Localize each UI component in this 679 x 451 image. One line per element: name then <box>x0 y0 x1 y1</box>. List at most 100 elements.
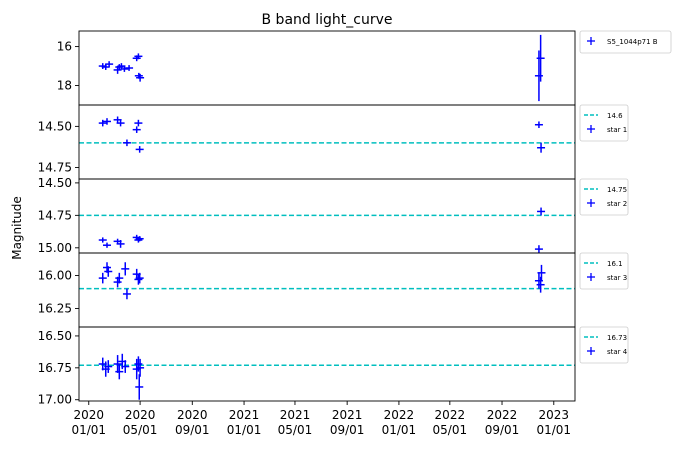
y-tick-label: 14.75 <box>38 208 72 222</box>
x-tick-label-line: 2020 <box>73 408 104 422</box>
panel-plot-area <box>79 207 575 253</box>
panel-1: 16 18 S5_1044p71 B <box>57 30 672 106</box>
legend-series-label: star 3 <box>607 274 627 282</box>
panel-3: 14.50 14.75 15.00 14.75 star 2 <box>38 176 629 255</box>
legend-ref-label: 14.6 <box>607 112 623 120</box>
x-tick-label: 2023 01/01 <box>536 408 571 437</box>
panel-frame <box>78 104 576 180</box>
data-point <box>134 274 143 285</box>
legend-panel-4: 16.1 star 3 <box>579 252 629 290</box>
panel-frame <box>78 252 576 328</box>
legend-frame <box>579 326 629 364</box>
data-point <box>105 61 114 68</box>
legend-ref-label: 14.75 <box>607 186 627 194</box>
x-tick-label: 2020 01/01 <box>71 408 106 437</box>
data-point <box>121 360 130 373</box>
y-tick-label: 15.00 <box>38 241 72 255</box>
data-point <box>125 65 134 71</box>
data-point <box>103 118 112 125</box>
y-axis-label: Magnitude <box>10 196 24 260</box>
x-tick-label-line: 09/01 <box>175 423 210 437</box>
x-tick-label: 2021 05/01 <box>278 408 313 437</box>
x-tick-label: 2021 01/01 <box>227 408 262 437</box>
y-tick-label: 16.50 <box>38 329 72 343</box>
data-point <box>98 272 107 284</box>
panel-4: 16.00 16.25 16.1 star 3 <box>38 252 629 328</box>
data-point <box>135 146 144 153</box>
x-tick-label: 2022 05/01 <box>433 408 468 437</box>
x-tick-label-line: 01/01 <box>227 423 262 437</box>
y-tick-label: 14.50 <box>38 119 72 133</box>
data-point <box>134 356 143 372</box>
legend-series-label: star 1 <box>607 126 627 134</box>
data-point <box>103 242 112 248</box>
data-point <box>135 272 144 284</box>
x-tick-label-line: 2021 <box>280 408 311 422</box>
chart-title: B band light_curve <box>262 12 393 28</box>
data-point <box>537 264 546 281</box>
data-point <box>136 358 145 377</box>
x-tick-label-line: 01/01 <box>536 423 571 437</box>
legend-ref-label: 16.1 <box>607 260 623 268</box>
data-point <box>122 139 131 147</box>
panel-5: 16.50 16.75 17.00 16.73 star 4 <box>38 326 629 407</box>
x-tick-label-line: 09/01 <box>330 423 365 437</box>
x-tick-label-line: 05/01 <box>123 423 158 437</box>
y-tick-label: 14.75 <box>38 160 72 174</box>
x-tick-label: 2022 09/01 <box>485 408 520 437</box>
legend-ref-label: 16.73 <box>607 334 627 342</box>
panel-plot-area <box>98 34 545 102</box>
x-tick-label-line: 05/01 <box>433 423 468 437</box>
x-tick-label: 2021 09/01 <box>330 408 365 437</box>
y-tick-label: 16.25 <box>38 302 72 316</box>
data-point <box>98 119 107 127</box>
x-tick-label-line: 2022 <box>487 408 518 422</box>
data-point <box>134 53 143 60</box>
data-point <box>534 121 543 129</box>
x-tick-label-line: 09/01 <box>485 423 520 437</box>
x-tick-label-line: 2020 <box>177 408 208 422</box>
legend-series-label: star 2 <box>607 200 627 208</box>
x-tick-label: 2020 05/01 <box>123 408 158 437</box>
data-point <box>120 66 129 72</box>
legend-panel-5: 16.73 star 4 <box>579 326 629 364</box>
legend-panel-1: S5_1044p71 B <box>579 30 672 54</box>
y-tick-label: 14.50 <box>38 176 72 190</box>
y-tick-label: 18 <box>57 79 72 93</box>
legend-frame <box>579 178 629 216</box>
panel-2: 14.50 14.75 14.6 star 1 <box>38 104 629 180</box>
legend-series-label: S5_1044p71 B <box>607 38 658 46</box>
data-point <box>116 240 125 248</box>
x-tick-label-line: 05/01 <box>278 423 313 437</box>
data-point <box>134 119 143 127</box>
data-point <box>135 374 144 400</box>
data-point <box>135 236 144 242</box>
x-tick-label-line: 2021 <box>332 408 363 422</box>
x-tick-label-line: 2021 <box>229 408 260 422</box>
x-tick-label-line: 01/01 <box>382 423 417 437</box>
x-tick-label-line: 2020 <box>125 408 156 422</box>
legend-frame <box>579 30 672 54</box>
legend-frame <box>579 252 629 290</box>
panel-plot-area <box>79 262 575 300</box>
legend-series-label: star 4 <box>607 348 628 356</box>
data-point <box>537 207 546 216</box>
data-point <box>113 355 122 373</box>
data-point <box>136 73 145 82</box>
x-tick-label-line: 01/01 <box>71 423 106 437</box>
y-tick-label: 17.00 <box>38 393 72 407</box>
x-tick-label-line: 2022 <box>435 408 466 422</box>
data-point <box>537 142 546 153</box>
panel-frame <box>78 30 576 106</box>
data-point <box>104 266 113 277</box>
x-tick-label-line: 2022 <box>384 408 415 422</box>
x-tick-label: 2020 09/01 <box>175 408 210 437</box>
data-point <box>116 119 125 127</box>
data-point <box>115 272 124 284</box>
data-point <box>536 276 545 293</box>
data-point <box>121 262 130 276</box>
data-point <box>534 245 543 253</box>
x-tick-label-line: 2023 <box>539 408 570 422</box>
